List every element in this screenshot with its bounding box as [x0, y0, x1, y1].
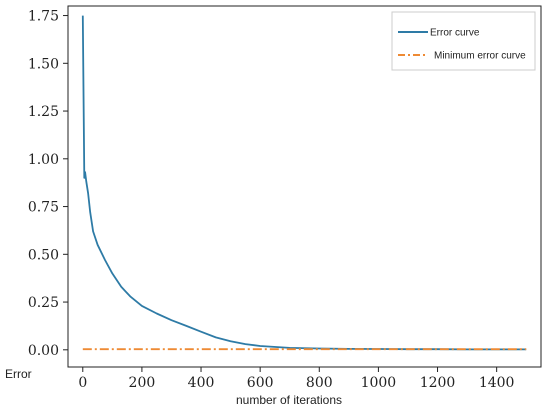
- x-tick-label: 1000: [361, 375, 397, 391]
- y-axis-ticks: 0.00 0.25 0.50 0.75 1.00 1.25 1.50 1.75: [28, 9, 68, 359]
- y-tick-label: 1.50: [28, 56, 59, 72]
- legend-box: [391, 11, 536, 71]
- y-tick-label: 1.00: [28, 152, 59, 168]
- x-tick-label: 0: [78, 375, 87, 391]
- x-axis-ticks: 0 200 400 600 800 1000 1200 1400: [78, 367, 514, 391]
- x-tick-label: 800: [306, 375, 333, 391]
- legend-label: Error curve: [430, 28, 480, 39]
- series-line-0: [81, 15, 527, 351]
- x-tick-label: 1200: [420, 375, 456, 391]
- legend: Error curve Minimum error curve: [391, 11, 536, 71]
- y-tick-label: 0.75: [28, 200, 59, 216]
- y-tick-label: 0.00: [28, 343, 59, 359]
- legend-label: Minimum error curve: [434, 51, 526, 62]
- y-tick-label: 0.25: [28, 295, 59, 311]
- series-layer: [81, 15, 527, 351]
- x-tick-label: 600: [247, 375, 274, 391]
- x-axis-label: number of iterations: [236, 393, 342, 407]
- y-tick-label: 1.75: [28, 9, 59, 25]
- x-tick-label: 400: [188, 375, 215, 391]
- y-tick-label: 1.25: [28, 104, 59, 120]
- y-axis-label: Error: [5, 367, 32, 381]
- x-tick-label: 200: [129, 375, 156, 391]
- y-tick-label: 0.50: [28, 247, 59, 263]
- x-tick-label: 1400: [479, 375, 515, 391]
- plot-frame: [67, 5, 542, 368]
